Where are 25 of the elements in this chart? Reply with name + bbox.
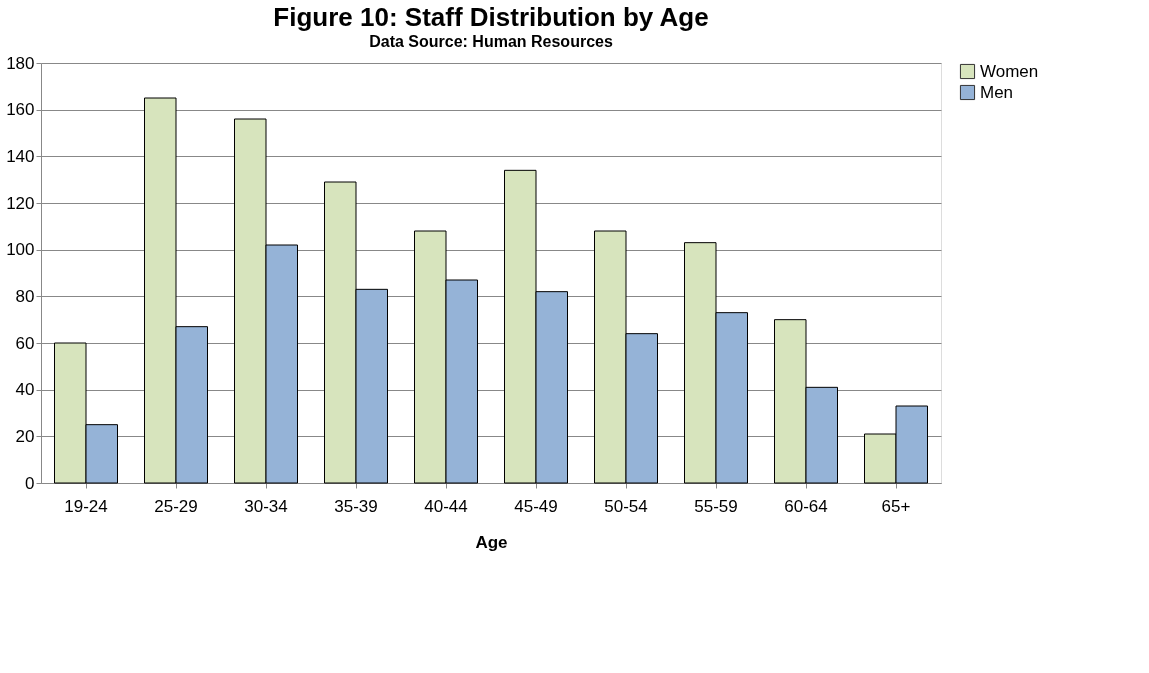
x-tick-label: 19-24 [64, 496, 108, 516]
y-tick-label: 160 [6, 100, 35, 120]
chart-title: Figure 10: Staff Distribution by Age [273, 2, 709, 32]
legend-label: Men [980, 82, 1014, 102]
y-tick-label: 40 [15, 380, 35, 400]
legend-label: Women [980, 61, 1039, 81]
y-tick-label: 60 [15, 333, 35, 353]
y-tick-label: 100 [6, 240, 35, 260]
x-tick-label: 50-54 [604, 496, 648, 516]
x-axis-title: Age [475, 532, 508, 552]
y-tick-label: 20 [15, 426, 35, 446]
y-tick-label: 120 [6, 193, 35, 213]
x-tick-label: 40-44 [424, 496, 468, 516]
x-tick-label: 45-49 [514, 496, 558, 516]
x-tick-label: 35-39 [334, 496, 378, 516]
x-tick-label: 60-64 [784, 496, 828, 516]
x-tick-label: 30-34 [244, 496, 288, 516]
x-tick-label: 25-29 [154, 496, 198, 516]
x-tick-label: 65+ [881, 496, 911, 516]
y-tick-label: 180 [6, 53, 35, 73]
chart-subtitle: Data Source: Human Resources [369, 33, 613, 50]
y-tick-label: 140 [6, 146, 35, 166]
y-tick-label: 0 [25, 473, 35, 493]
y-tick-label: 80 [15, 286, 35, 306]
x-tick-label: 55-59 [694, 496, 738, 516]
